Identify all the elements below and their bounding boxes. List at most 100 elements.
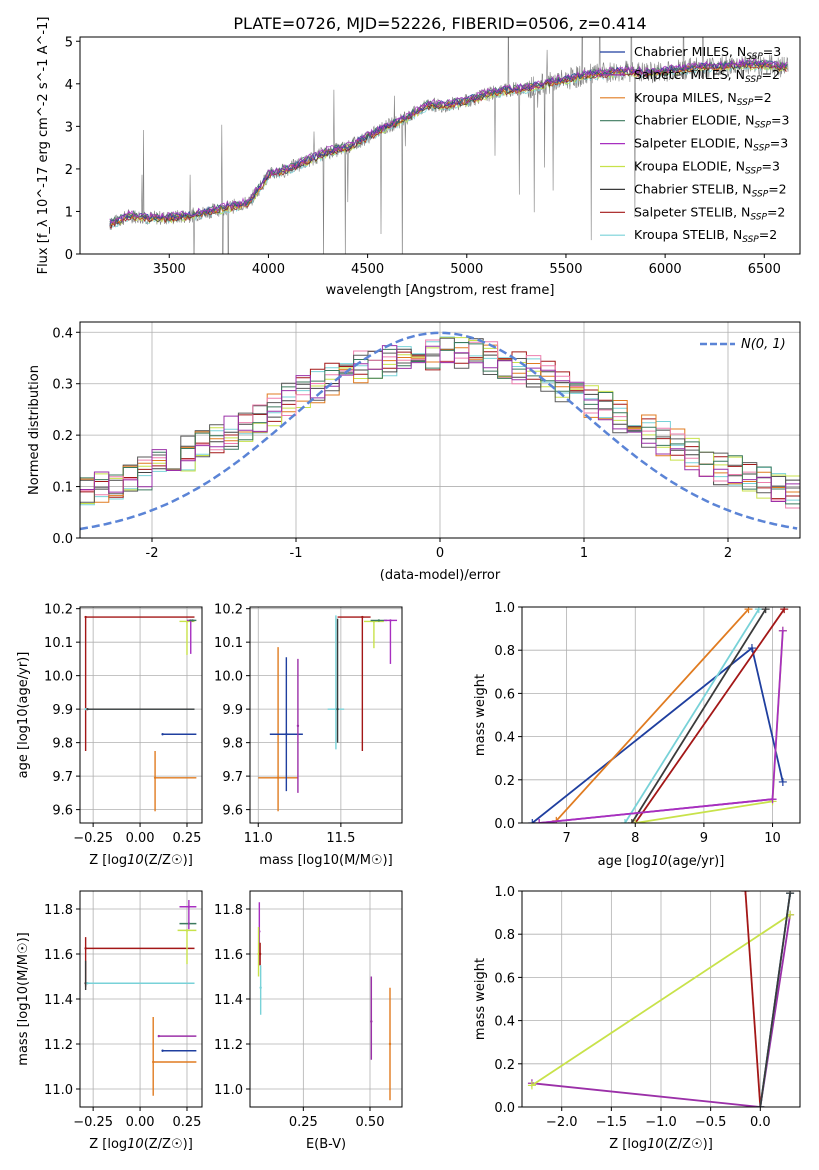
plot-area — [527, 891, 795, 1107]
y-tick-label: 0.2 — [52, 429, 73, 444]
y-tick-label: 11.0 — [44, 1083, 73, 1098]
y-tick-label: 11.4 — [44, 993, 73, 1008]
axes-border — [249, 890, 403, 1108]
plot-area — [84, 615, 197, 812]
legend-text: =2 — [767, 204, 785, 219]
y-axis-label: mass [log10(M/M☉)] — [16, 932, 31, 1065]
y-tick-label: 0.0 — [494, 817, 515, 832]
legend-text: =2 — [759, 227, 777, 242]
legend-text: =2 — [762, 67, 780, 82]
legend-entry: N(0, 1) — [741, 337, 786, 352]
legend-text: =3 — [771, 113, 789, 128]
weight-marker — [754, 607, 763, 614]
weight-marker — [535, 819, 544, 823]
x-axis-label: mass [log10(M/M☉)] — [259, 853, 392, 868]
x-tick-label: 0 — [436, 546, 444, 561]
y-tick-label: 11.4 — [214, 993, 243, 1008]
y-tick-label: 11.8 — [44, 903, 73, 918]
weight-marker — [527, 1081, 536, 1090]
plot-area — [257, 902, 392, 1101]
x-tick-label: −1.5 — [596, 1115, 628, 1130]
panel-mass-weight-vs-Z: −2.0 −1.5 −1.0 −0.5 0.0 0.0 0.2 0.4 0.6 0.8 1.0 Z [… — [473, 885, 801, 1152]
point-salpeter-miles — [370, 1020, 373, 1023]
axes-frame: 3500 4000 4500 5000 5500 6000 6500 0 1 2 3 4 5 — [65, 35, 801, 277]
model-salpeter-elodie — [109, 57, 788, 224]
weight-marker — [747, 644, 756, 653]
point-kroupa-miles — [152, 1060, 155, 1064]
x-tick-label: 0.25 — [289, 1115, 318, 1130]
y-tick-label: 11.2 — [214, 1038, 243, 1053]
weight-marker — [780, 607, 789, 614]
axes-frame: −0.25 0.00 0.25 9.6 9.7 9.8 9.9 10.0 10.1 10.2 — [44, 603, 203, 846]
point-kroupa-miles — [388, 1042, 392, 1046]
axes-frame: −0.25 0.00 0.25 11.0 11.2 11.4 11.6 11.8 — [44, 890, 203, 1130]
weight-marker — [528, 819, 537, 823]
y-tick-label: 10.1 — [214, 636, 243, 651]
label-part: 10 — [651, 854, 668, 869]
legend-sub: SSP — [745, 75, 762, 85]
x-tick-label: -1 — [290, 546, 303, 561]
x-tick-label: 4500 — [351, 262, 384, 277]
label-part: 10 — [127, 853, 144, 868]
legend-sub: SSP — [753, 144, 770, 154]
x-tick-label: 8 — [631, 831, 639, 846]
x-tick-label: 5000 — [450, 262, 483, 277]
weight-line-chabrier-miles — [531, 646, 784, 823]
y-tick-label: 0.0 — [494, 1101, 515, 1116]
weight-marker — [768, 795, 777, 804]
legend-entry: Salpeter MILES, NSSP=2 — [634, 67, 780, 85]
legend-sub: SSP — [737, 98, 754, 108]
panel-mass-vs-Z: −0.25 0.00 0.25 11.0 11.2 11.4 11.6 11.8 Z [log1… — [16, 890, 203, 1152]
point-kroupa-stelib — [334, 707, 338, 711]
label-part: 10 — [127, 1137, 144, 1152]
x-tick-label: 11.5 — [326, 831, 355, 846]
model-chabrier-elodie — [109, 59, 788, 225]
y-tick-label: 3 — [65, 120, 73, 135]
legend-sub: SSP — [746, 52, 763, 62]
y-tick-label: 11.6 — [44, 948, 73, 963]
point-chabrier-elodie — [191, 619, 194, 622]
y-tick-label: 0.2 — [494, 1058, 515, 1073]
y-tick-label: 9.8 — [52, 737, 73, 752]
panel-age-vs-Z: −0.25 0.00 0.25 9.6 9.7 9.8 9.9 10.0 10.1 10.2 Z [… — [16, 603, 203, 868]
label-part: (Z/Z☉)] — [144, 1137, 193, 1152]
y-tick-label: 11.6 — [214, 948, 243, 963]
label-part: (age/yr)] — [667, 854, 724, 869]
y-tick-label: 11.2 — [44, 1038, 73, 1053]
legend-text: Chabrier MILES, N — [634, 44, 746, 59]
point-kroupa-miles — [276, 776, 280, 779]
point-chabrier-elodie — [377, 619, 381, 622]
axes-frame: 7 8 9 10 0.0 0.2 0.4 0.6 0.8 1.0 — [494, 601, 801, 846]
x-tick-label: 0.00 — [126, 831, 155, 846]
axes-border — [79, 321, 801, 539]
legend-text: =3 — [762, 159, 780, 174]
weight-marker — [786, 891, 795, 898]
label-part: Z [log — [89, 853, 127, 868]
y-axis-label: age [log10(age/yr)] — [16, 652, 31, 779]
y-tick-label: 0.2 — [494, 774, 515, 789]
x-axis-label: wavelength [Angstrom, rest frame] — [326, 283, 555, 298]
y-tick-label: 0.6 — [494, 687, 515, 702]
y-tick-label: 0.8 — [494, 928, 515, 943]
x-tick-label: 6500 — [748, 262, 781, 277]
plot-area — [258, 615, 398, 812]
legend-entry: Kroupa ELODIE, NSSP=3 — [634, 159, 780, 177]
legend-text: =2 — [753, 90, 771, 105]
plot-area — [109, 37, 789, 254]
y-tick-label: 9.9 — [52, 703, 73, 718]
panel-spectrum: 3500 4000 4500 5000 5500 6000 6500 0 1 2 3 4 5 wavele… — [36, 17, 801, 298]
y-tick-label: 0.3 — [52, 378, 73, 393]
point-chabrier-miles — [285, 733, 288, 736]
x-axis-label: Z [log10(Z/Z☉)] — [89, 1137, 193, 1152]
x-tick-label: 1 — [580, 546, 588, 561]
x-tick-label: 0.0 — [750, 1115, 771, 1130]
x-axis-label: Z [log10(Z/Z☉)] — [609, 1137, 713, 1152]
point-salpeter-stelib — [361, 615, 364, 619]
y-axis-label: Normed distribution — [27, 365, 42, 495]
axes-frame: −2.0 −1.5 −1.0 −0.5 0.0 0.0 0.2 0.4 0.6 0.8 1.0 — [494, 885, 801, 1130]
axes-border — [521, 890, 801, 1108]
y-axis-label: mass weight — [473, 958, 488, 1040]
